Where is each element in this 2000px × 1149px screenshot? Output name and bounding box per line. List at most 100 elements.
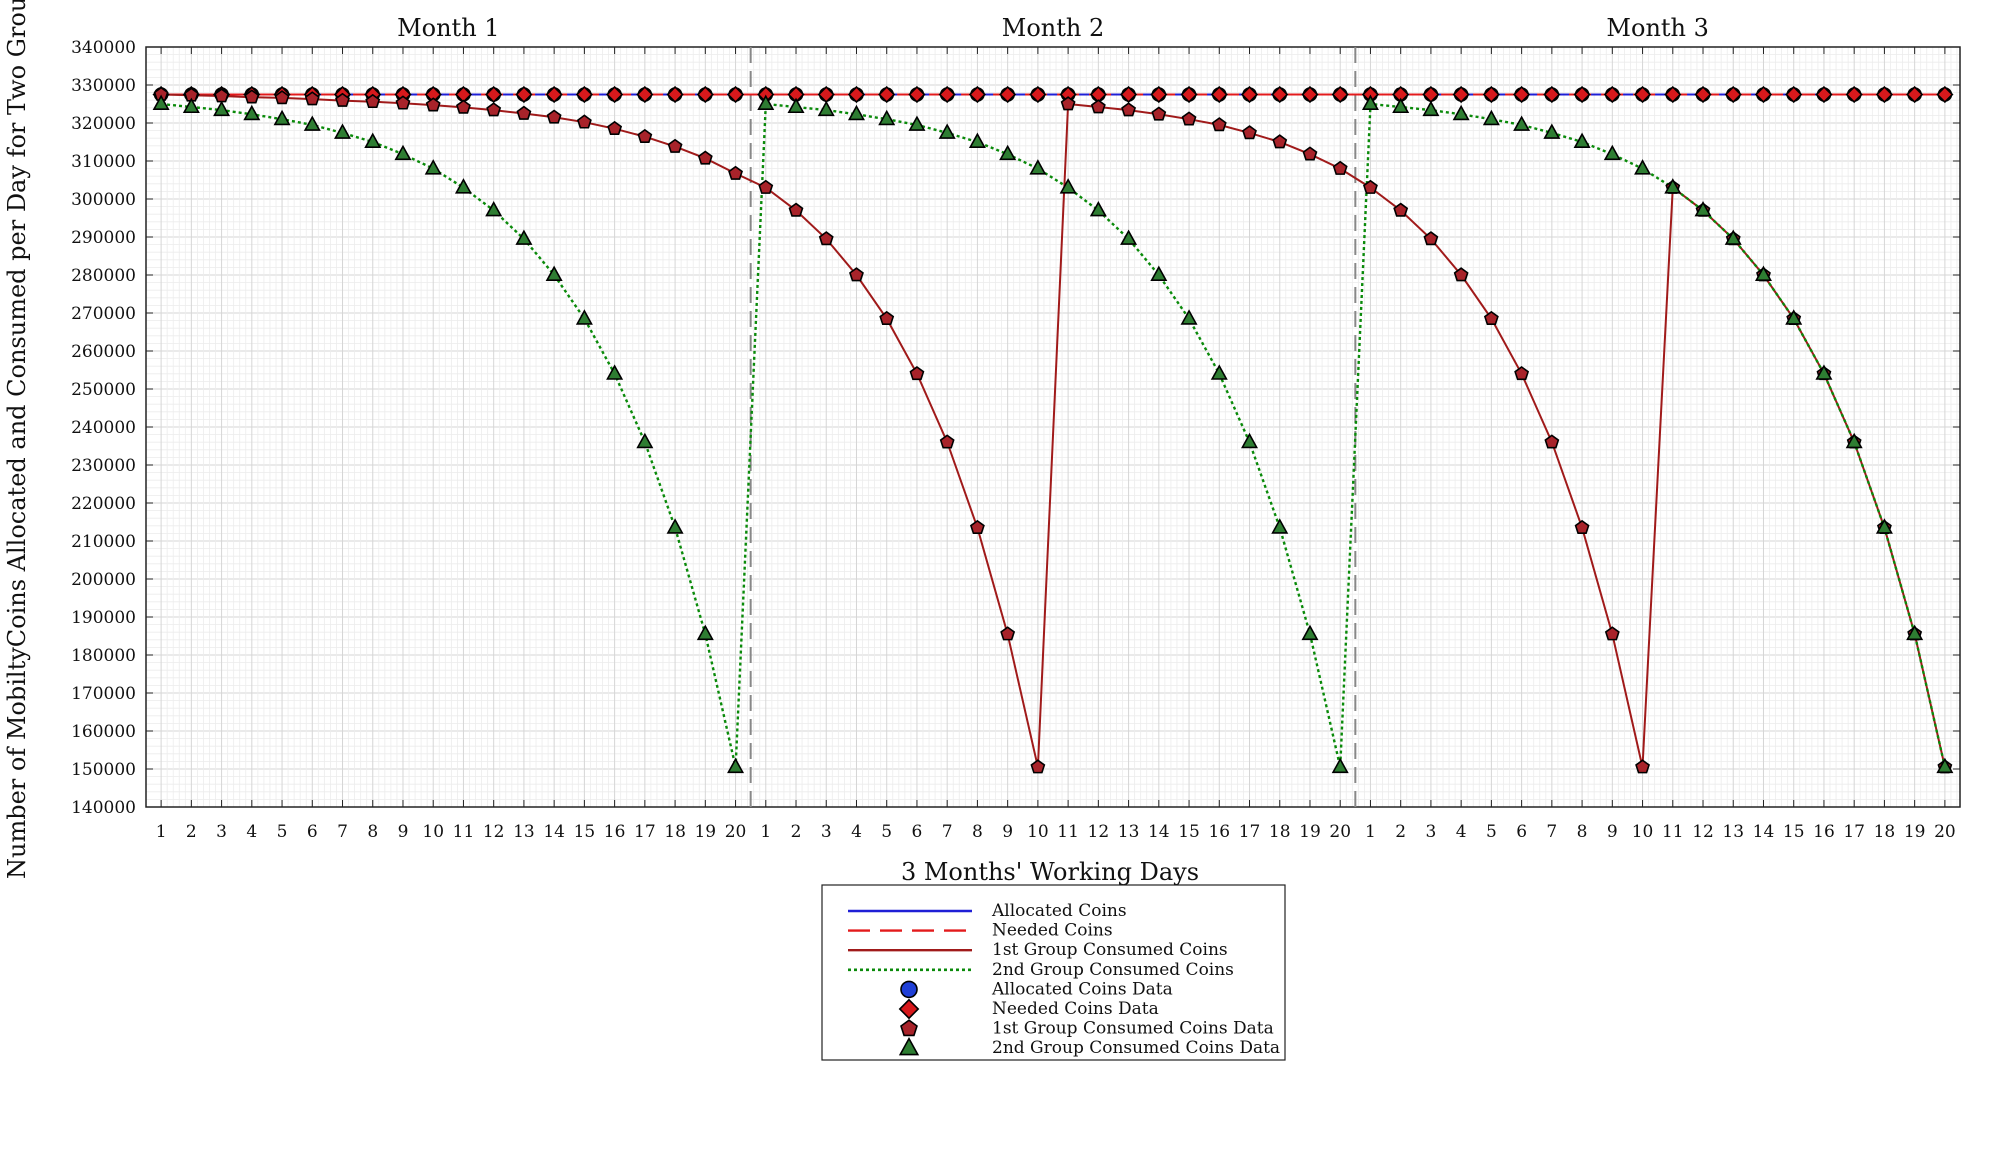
data-point [1603, 144, 1621, 161]
month-title: Month 2 [1002, 14, 1104, 42]
x-tick-label: 10 [1632, 822, 1654, 842]
data-point [636, 432, 654, 449]
data-point [1724, 229, 1742, 245]
data-point [1634, 159, 1652, 175]
y-tick-label: 330000 [71, 76, 136, 96]
x-tick-labels: 1 2 3 4 5 6 7 8 9 10 11 12 13 14 15 16 17 18 19 20 1 2 3 4 5 6 7 8 9… [156, 822, 1956, 842]
legend-label: 1st Group Consumed Coins [992, 940, 1228, 960]
x-tick-label: 11 [453, 822, 475, 842]
x-tick-label: 14 [543, 822, 565, 842]
month-titles: Month 1 Month 2 Month 3 [397, 14, 1709, 42]
data-point [1392, 97, 1410, 114]
data-point [1363, 179, 1378, 194]
data-point [425, 97, 441, 112]
data-point [1301, 624, 1319, 641]
y-tick-label: 190000 [71, 608, 136, 628]
x-tick-label: 6 [912, 822, 923, 842]
y-tick-label: 160000 [71, 722, 136, 742]
x-tick-label: 8 [367, 822, 378, 842]
y-tick-label: 150000 [71, 760, 136, 780]
data-point [788, 202, 804, 217]
legend-label: Needed Coins [992, 921, 1113, 941]
data-point [817, 85, 835, 104]
data-point [1754, 265, 1772, 282]
data-point [394, 144, 412, 161]
data-point [1452, 104, 1470, 121]
data-point [818, 231, 834, 246]
x-tick-label: 17 [634, 822, 656, 842]
data-point [1120, 229, 1138, 245]
data-point [1030, 759, 1046, 774]
x-tick-label: 13 [513, 822, 535, 842]
data-point [1513, 115, 1531, 131]
data-point [938, 123, 956, 139]
data-point [1936, 85, 1954, 104]
x-tick-label: 5 [1486, 822, 1497, 842]
data-point [1271, 518, 1289, 534]
data-point [1603, 85, 1621, 104]
legend-label: 2nd Group Consumed Coins Data [992, 1038, 1280, 1058]
x-tick-label: 19 [1299, 822, 1321, 842]
x-tick-label: 10 [422, 822, 444, 842]
data-point [1150, 85, 1168, 104]
data-point [1059, 178, 1077, 194]
data-point [1181, 111, 1197, 126]
data-point [1119, 85, 1138, 104]
data-point [1574, 519, 1590, 535]
data-point [849, 267, 864, 282]
y-tick-label: 260000 [71, 342, 136, 362]
x-tick-label: 8 [972, 822, 983, 842]
x-tick-label: 5 [277, 822, 288, 842]
data-point [1000, 626, 1016, 641]
data-point [1875, 85, 1894, 104]
x-tick-label: 7 [1546, 822, 1557, 842]
grid [146, 46, 1960, 808]
x-tick-label: 8 [1577, 822, 1588, 842]
data-point [728, 165, 743, 180]
data-point [1513, 85, 1531, 104]
data-point [1090, 99, 1106, 114]
data-point [1633, 85, 1652, 104]
data-point [666, 85, 684, 104]
x-tick-label: 1 [156, 822, 167, 842]
y-tick-labels: 140000 150000 160000 170000 180000 190000 2000… [71, 38, 136, 818]
data-point [575, 309, 593, 325]
y-tick-label: 180000 [71, 646, 136, 666]
data-point [485, 85, 503, 104]
data-point [334, 123, 352, 139]
x-tick-label: 10 [1027, 822, 1049, 842]
data-point [696, 624, 714, 641]
legend-label: Allocated Coins Data [991, 979, 1173, 999]
month-title: Month 1 [397, 14, 499, 42]
data-point [1301, 85, 1319, 104]
data-point [1210, 85, 1228, 104]
data-point [666, 518, 684, 534]
data-point [454, 178, 472, 194]
data-point [969, 519, 985, 535]
data-point [1544, 434, 1560, 449]
legend-swatch-marker [900, 980, 918, 999]
series-lines [160, 93, 1947, 768]
month-separators [749, 47, 1357, 807]
x-tick-label: 19 [694, 822, 716, 842]
data-point [757, 94, 775, 110]
data-point [1241, 432, 1259, 449]
x-tick-label: 18 [664, 822, 686, 842]
data-point [1482, 85, 1500, 104]
x-tick-label: 2 [791, 822, 802, 842]
x-tick-label: 2 [186, 822, 197, 842]
data-point [606, 364, 624, 380]
data-point [516, 105, 532, 120]
x-tick-label: 13 [1118, 822, 1140, 842]
data-point [908, 115, 926, 131]
x-tick-label: 12 [1088, 822, 1110, 842]
data-point [1664, 85, 1682, 104]
data-point [879, 310, 895, 326]
y-tick-label: 250000 [71, 380, 136, 400]
data-point [1121, 102, 1137, 117]
x-axis-title: 3 Months' Working Days [901, 858, 1199, 886]
y-tick-label: 230000 [71, 456, 136, 476]
x-tick-label: 4 [1456, 822, 1467, 842]
data-point [787, 97, 805, 114]
y-tick-label: 270000 [71, 304, 136, 324]
